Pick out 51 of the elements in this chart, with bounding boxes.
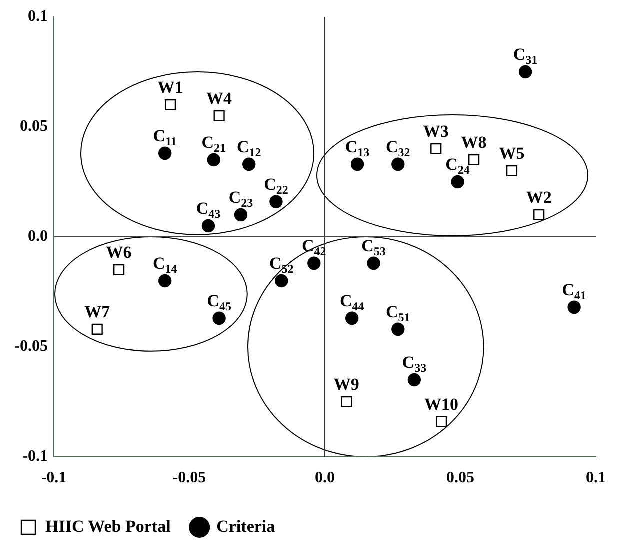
y-tick-label: 0.1 xyxy=(28,8,48,26)
point xyxy=(275,274,288,288)
point xyxy=(392,322,405,336)
point xyxy=(92,324,103,335)
point xyxy=(518,65,532,79)
point xyxy=(212,312,226,325)
annotation: W2 xyxy=(526,188,552,207)
annotation: W4 xyxy=(206,89,233,108)
point xyxy=(164,99,176,111)
point xyxy=(436,416,448,428)
point xyxy=(534,209,545,221)
point xyxy=(158,274,172,288)
x-tick-label: -0.05 xyxy=(172,470,206,487)
point xyxy=(341,396,352,408)
point xyxy=(202,219,216,233)
point xyxy=(506,165,518,177)
point xyxy=(207,153,220,167)
x-tick-label: -0.1 xyxy=(41,470,67,487)
y-tick-label: 0.0 xyxy=(28,228,48,246)
legend-label: Criteria xyxy=(216,516,276,536)
annotation: W3 xyxy=(423,122,449,141)
point xyxy=(468,154,480,166)
point xyxy=(242,158,256,171)
x-tick-label: 0.05 xyxy=(446,470,474,487)
legend-label: HIIC Web Portal xyxy=(46,516,172,536)
point xyxy=(430,143,442,155)
x-tick-label: 0.0 xyxy=(315,470,335,487)
y-tick-label: -0.1 xyxy=(22,448,48,466)
point xyxy=(346,312,359,325)
point xyxy=(367,256,380,270)
annotation: W6 xyxy=(106,243,132,262)
point xyxy=(568,300,581,314)
point xyxy=(270,195,283,208)
point xyxy=(308,256,321,270)
point xyxy=(451,175,464,189)
point xyxy=(408,373,422,387)
x-tick-label: 0.1 xyxy=(586,470,606,487)
y-tick-label: -0.05 xyxy=(14,338,48,356)
annotation: W9 xyxy=(334,375,360,394)
y-tick-label: 0.05 xyxy=(20,118,48,136)
annotation: W5 xyxy=(499,144,525,163)
annotation: W10 xyxy=(424,394,459,414)
annotation: W7 xyxy=(84,302,111,322)
annotation: W8 xyxy=(461,133,487,152)
annotation: W1 xyxy=(158,78,184,97)
point xyxy=(234,208,248,222)
point xyxy=(392,158,405,171)
point xyxy=(113,264,125,276)
point xyxy=(158,146,172,160)
point xyxy=(350,158,364,171)
point xyxy=(214,110,225,122)
